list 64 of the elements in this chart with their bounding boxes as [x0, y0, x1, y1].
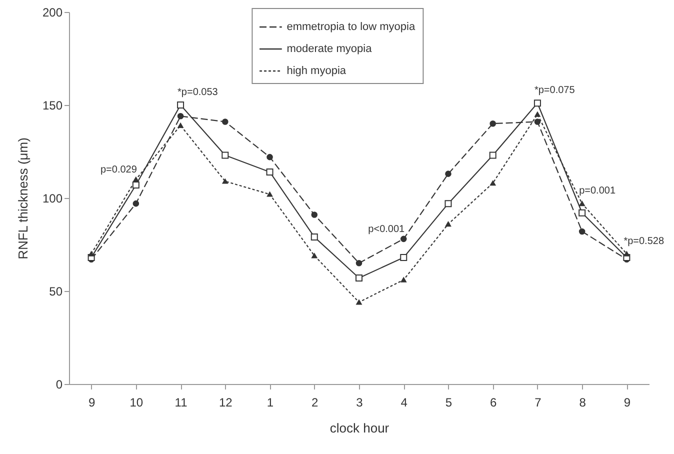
- point: [178, 122, 184, 128]
- x-tick-label: 8: [579, 396, 586, 410]
- point: [88, 251, 94, 256]
- x-tick-label: 1: [266, 396, 274, 410]
- point: [400, 236, 407, 242]
- point: [400, 254, 408, 262]
- y-tick-label: 200: [42, 6, 63, 20]
- y-tick-label: 50: [49, 284, 63, 298]
- x-tick-label: 9: [624, 396, 631, 410]
- point: [177, 102, 184, 108]
- legend-label: emmetropia to low myopia: [286, 21, 416, 33]
- point: [132, 181, 140, 188]
- point: [534, 112, 540, 117]
- point: [311, 212, 318, 218]
- point: [490, 120, 496, 127]
- annotation: p<0.001: [368, 224, 406, 235]
- point: [490, 180, 496, 186]
- point: [445, 222, 452, 227]
- x-tick-label: 10: [130, 396, 144, 410]
- legend-label: moderate myopia: [286, 43, 373, 55]
- annotation: *p=0.528: [624, 236, 664, 247]
- point: [177, 113, 184, 120]
- point: [310, 234, 318, 241]
- y-tick-label: 100: [42, 192, 63, 206]
- point: [266, 168, 274, 176]
- x-tick-label: 11: [174, 396, 188, 410]
- legend-label: high myopia: [286, 65, 347, 77]
- annotation: p=0.001: [579, 186, 616, 197]
- x-tick-label: 2: [312, 396, 319, 410]
- x-tick-label: 4: [400, 396, 408, 410]
- point: [356, 300, 362, 305]
- point: [356, 260, 362, 266]
- y-tick-label: 150: [42, 98, 63, 112]
- point: [578, 228, 586, 235]
- point: [266, 192, 273, 197]
- annotation: *p=0.053: [178, 87, 218, 98]
- annotation: p=0.029: [100, 164, 138, 176]
- point: [266, 154, 273, 160]
- point: [445, 170, 452, 177]
- point: [489, 152, 496, 159]
- point: [579, 201, 585, 206]
- x-tick-label: 9: [88, 396, 96, 410]
- point: [534, 118, 541, 125]
- point: [534, 100, 541, 107]
- point: [222, 152, 229, 159]
- annotation: *p=0.075: [534, 85, 576, 96]
- x-tick-label: 3: [356, 396, 364, 410]
- point: [222, 178, 228, 184]
- x-tick-label: 6: [490, 396, 497, 410]
- point: [133, 176, 139, 182]
- y-tick-label: 0: [56, 378, 63, 392]
- point: [132, 200, 140, 207]
- y-axis-title: RNFL thickness (μm): [15, 138, 30, 260]
- point: [222, 118, 228, 125]
- x-tick-label: 7: [534, 396, 542, 410]
- point: [312, 253, 318, 258]
- point: [578, 209, 586, 216]
- point: [356, 274, 362, 282]
- point: [444, 200, 452, 208]
- x-tick-label: 5: [445, 396, 452, 410]
- point: [400, 277, 406, 282]
- x-axis-title: clock hour: [330, 420, 390, 436]
- x-tick-label: 12: [218, 396, 233, 410]
- point: [624, 251, 630, 256]
